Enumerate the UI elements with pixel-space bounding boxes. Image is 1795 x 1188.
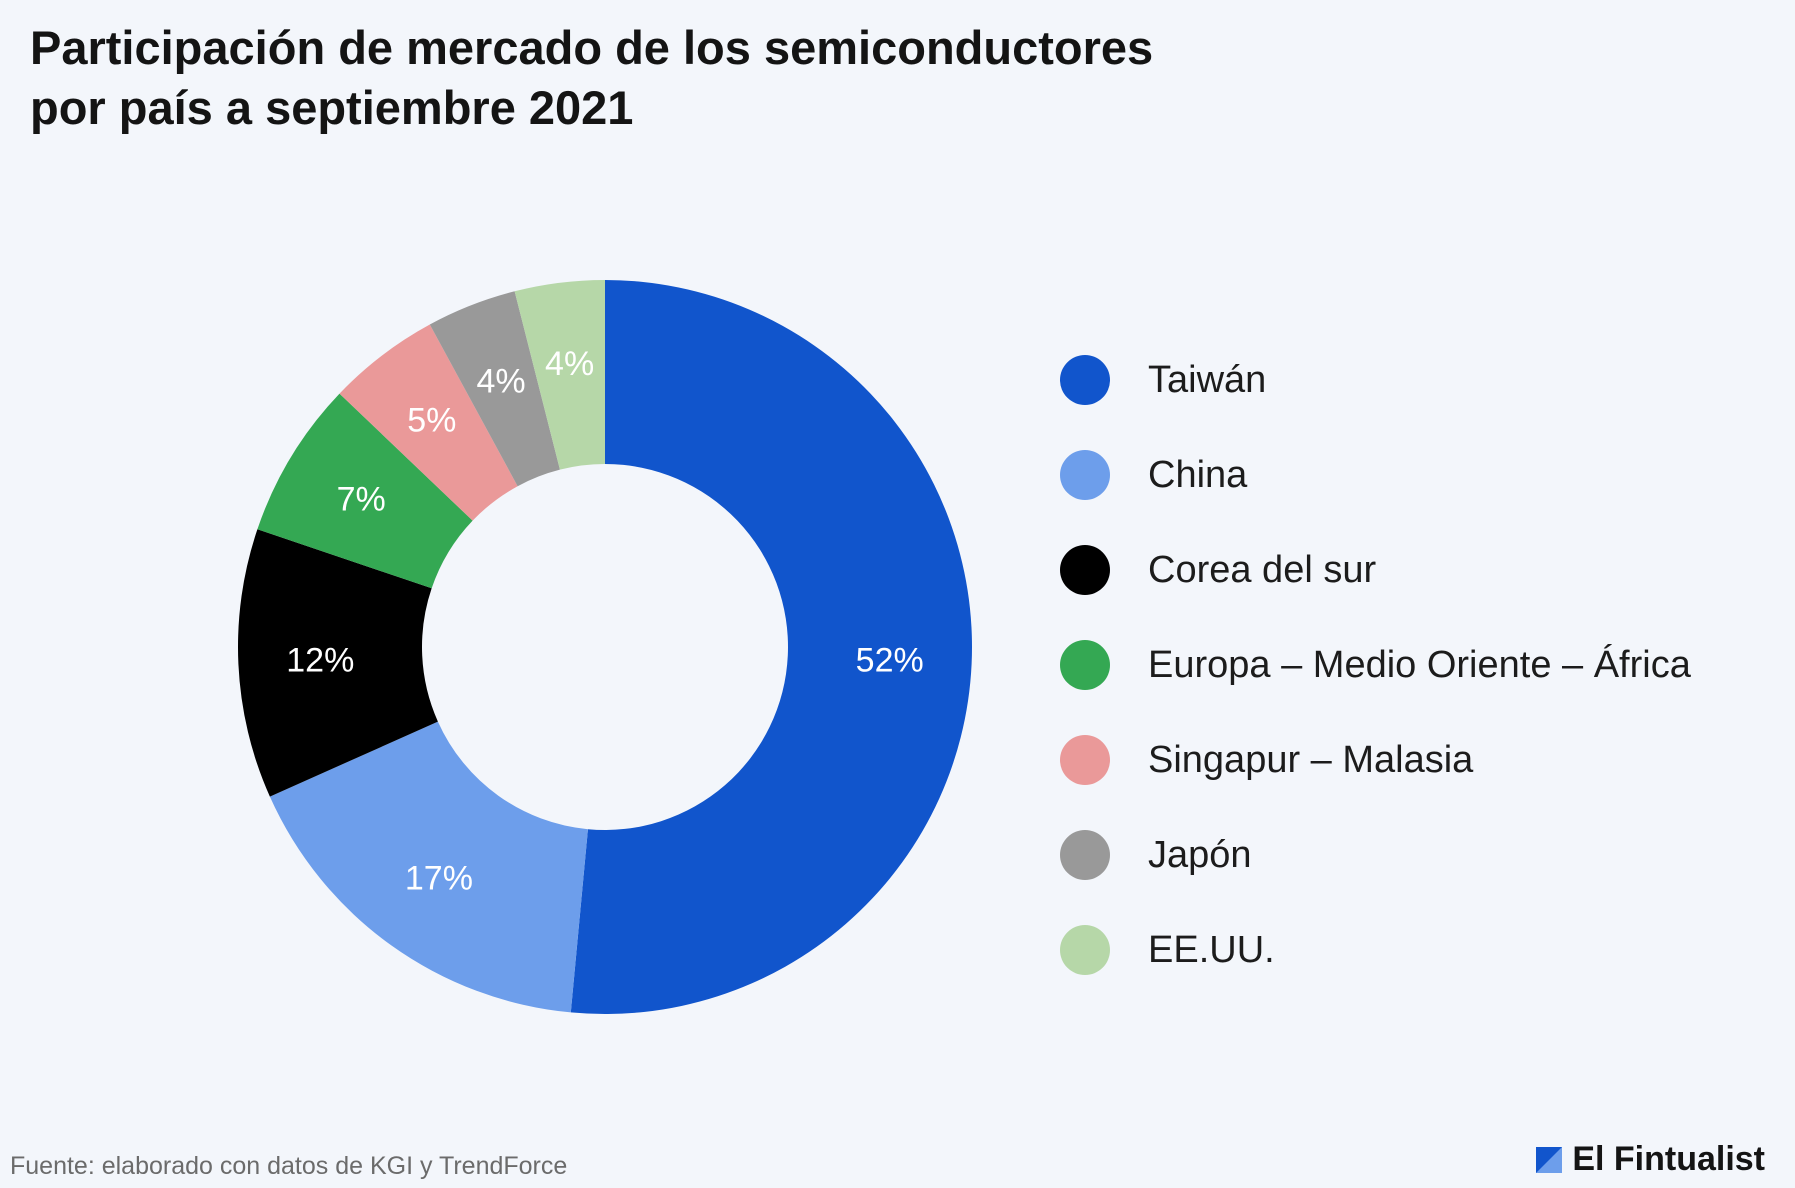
legend-label-7: EE.UU. (1148, 928, 1275, 971)
donut-slice-5 (339, 324, 518, 521)
legend-label-5: Singapur – Malasia (1148, 738, 1474, 781)
legend-swatch-5 (1060, 735, 1110, 785)
legend-item-4: Europa – Medio Oriente – África (1060, 640, 1691, 690)
slice-data-label-4: 7% (337, 480, 386, 518)
legend-swatch-6 (1060, 830, 1110, 880)
chart-title-line-1: Participación de mercado de los semicond… (30, 21, 1154, 74)
slice-data-label-6: 4% (477, 363, 526, 401)
slice-data-label-2: 17% (405, 860, 473, 898)
slice-data-label-5: 5% (407, 402, 456, 440)
legend-label-2: China (1148, 453, 1248, 496)
slice-data-label-1: 52% (856, 641, 924, 679)
chart-legend: Taiwán China Corea del sur Europa – Medio O… (1060, 355, 1691, 1020)
legend-label-3: Corea del sur (1148, 548, 1377, 591)
chart-title: Participación de mercado de los semicond… (30, 18, 1153, 138)
legend-label-6: Japón (1148, 833, 1252, 876)
legend-label-1: Taiwán (1148, 358, 1267, 401)
legend-swatch-3 (1060, 545, 1110, 595)
slice-data-label-3: 12% (286, 641, 354, 679)
donut-slice-3 (238, 529, 438, 797)
donut-slice-1 (570, 280, 973, 1015)
chart-title-line-2: por país a septiembre 2021 (30, 81, 634, 134)
brand-name: El Fintualist (1572, 1140, 1765, 1178)
slice-data-label-7: 4% (545, 345, 594, 383)
source-note: Fuente: elaborado con datos de KGI y Tre… (10, 1152, 568, 1180)
legend-item-3: Corea del sur (1060, 545, 1691, 595)
legend-label-4: Europa – Medio Oriente – África (1148, 643, 1691, 686)
donut-slice-2 (269, 721, 588, 1013)
brand-logo: El Fintualist (1536, 1140, 1765, 1179)
fintual-logo-icon (1536, 1146, 1563, 1173)
legend-swatch-7 (1060, 925, 1110, 975)
legend-item-7: EE.UU. (1060, 925, 1691, 975)
legend-swatch-2 (1060, 450, 1110, 500)
legend-item-2: China (1060, 450, 1691, 500)
legend-item-5: Singapur – Malasia (1060, 735, 1691, 785)
legend-item-6: Japón (1060, 830, 1691, 880)
donut-slice-6 (429, 291, 560, 487)
legend-swatch-4 (1060, 640, 1110, 690)
donut-slice-7 (514, 280, 605, 470)
donut-slice-4 (257, 393, 473, 589)
legend-item-1: Taiwán (1060, 355, 1691, 405)
legend-swatch-1 (1060, 355, 1110, 405)
